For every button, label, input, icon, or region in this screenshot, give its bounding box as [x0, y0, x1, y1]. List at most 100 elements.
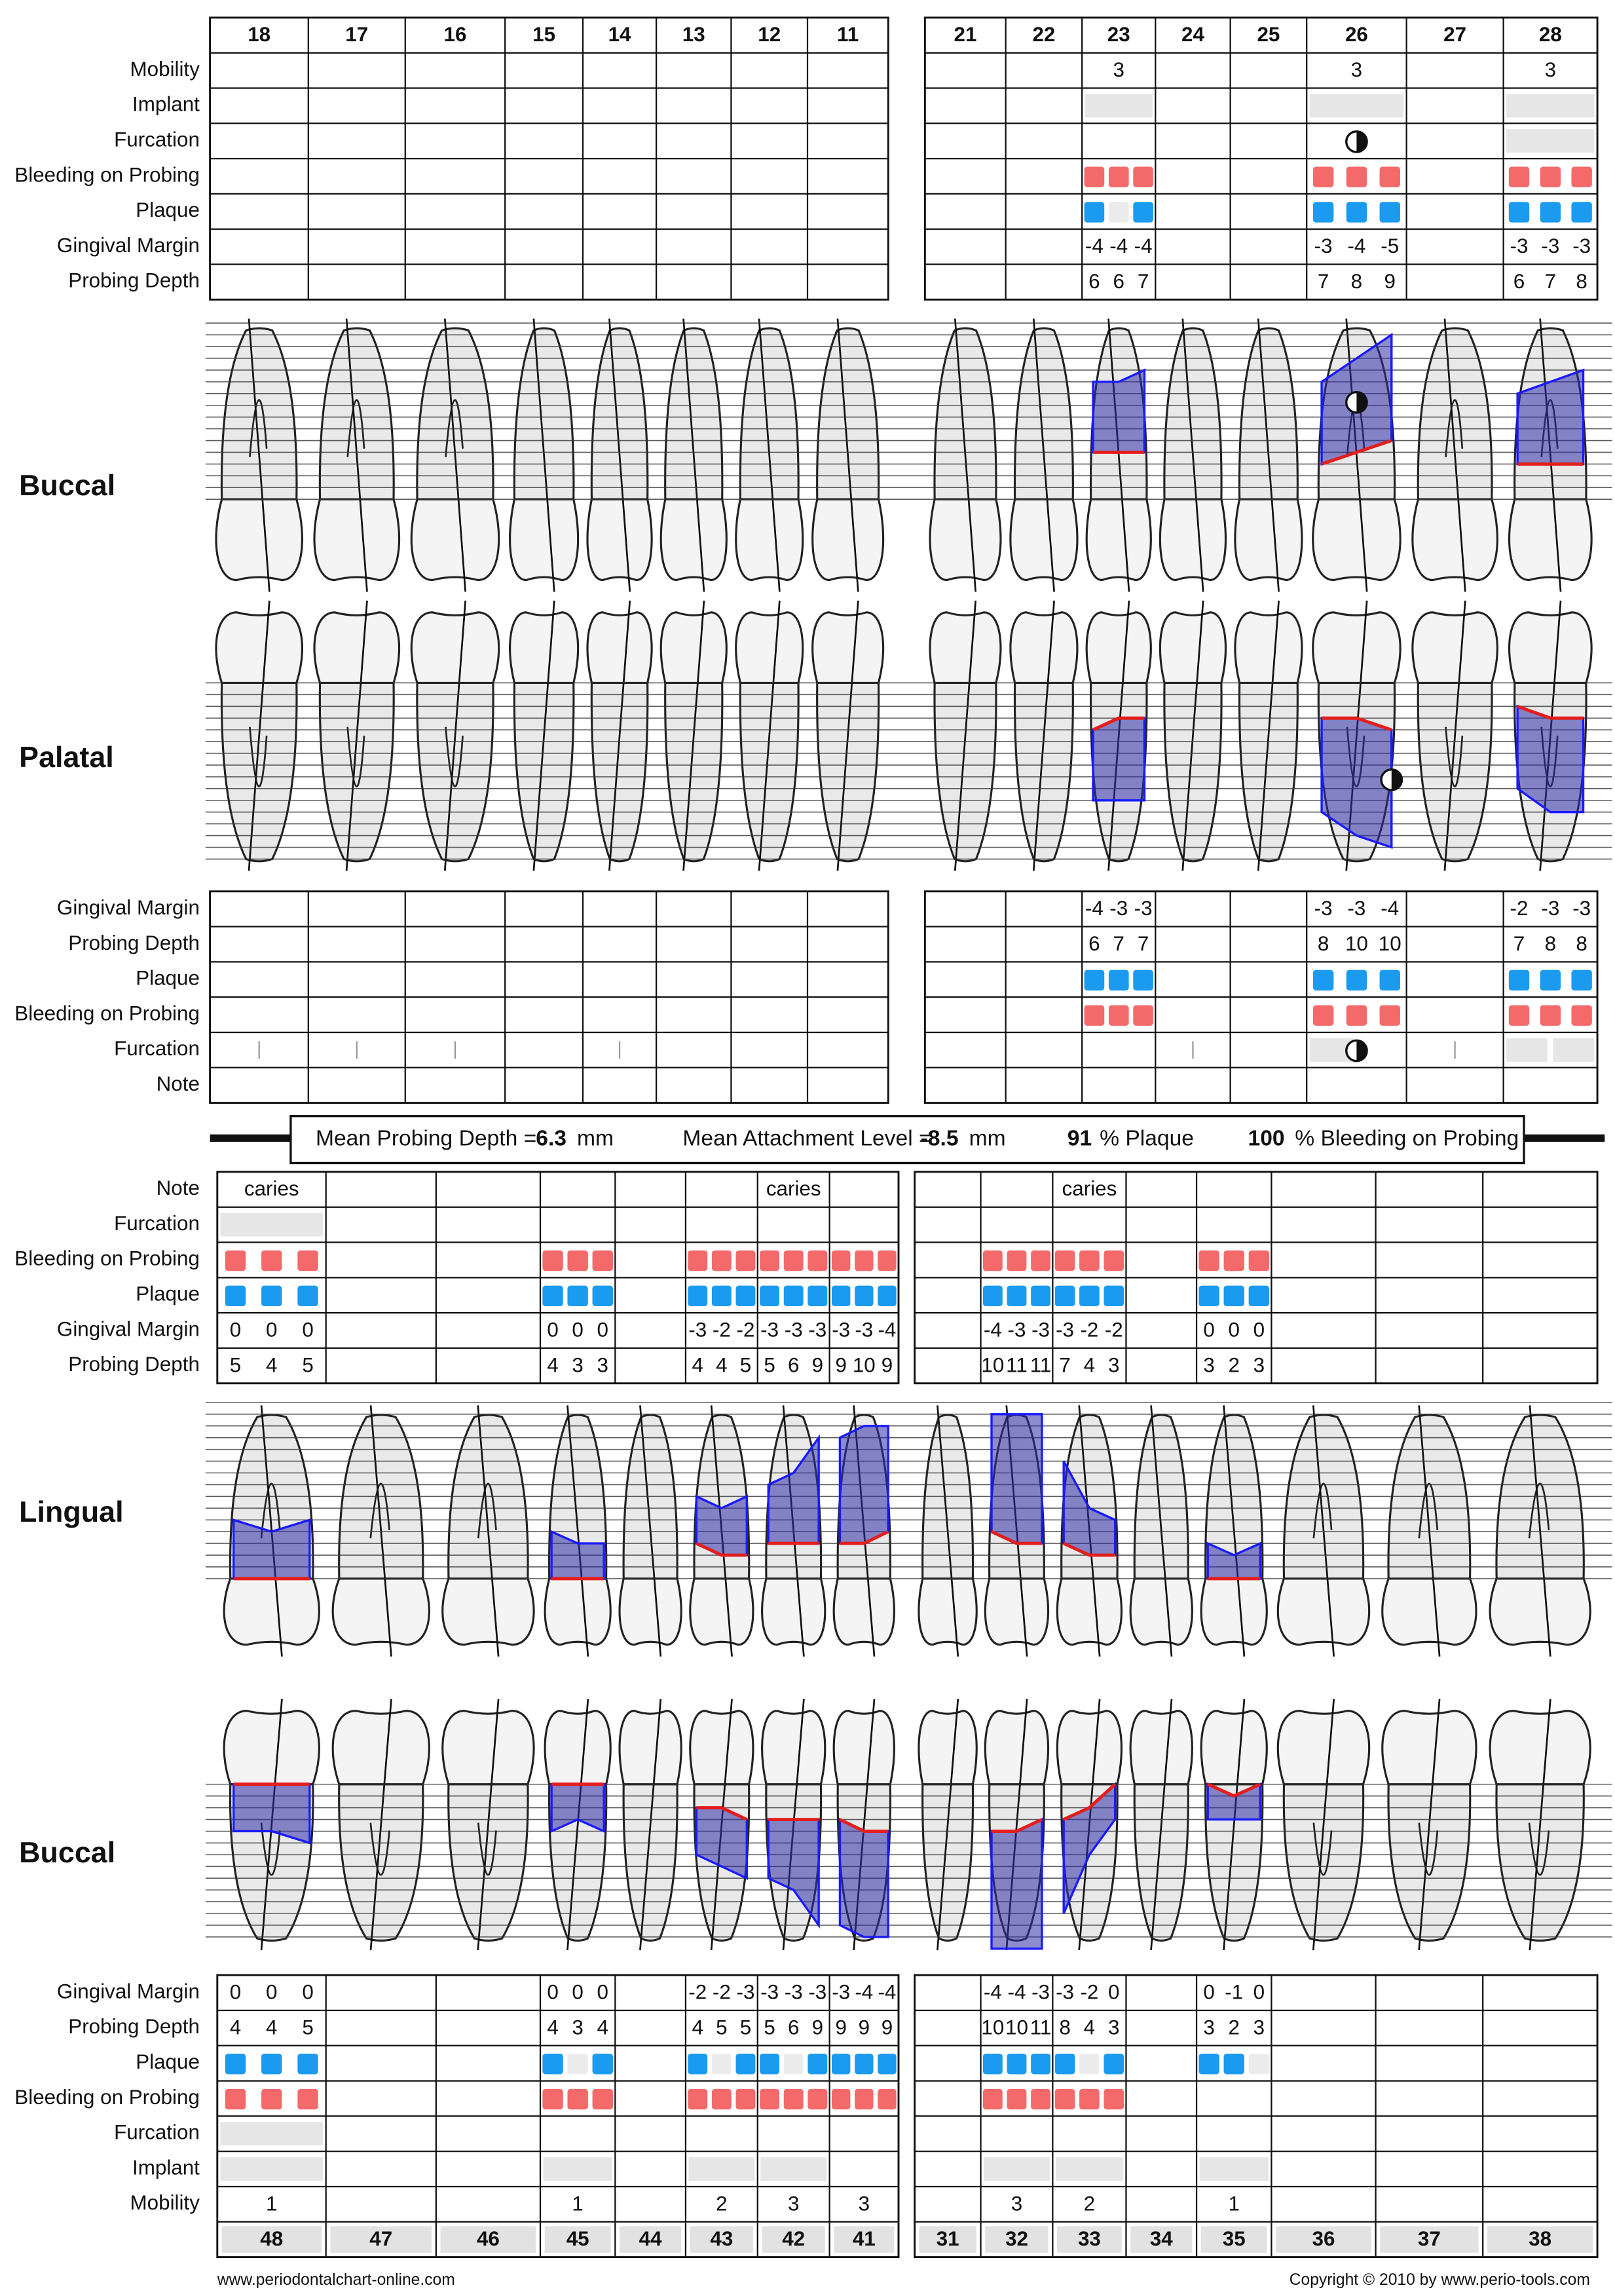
gingival-margin — [1063, 1782, 1117, 1821]
gm-value: -4 — [1134, 235, 1153, 257]
gm-value: -2 — [1510, 897, 1529, 920]
plaque-site — [1031, 1285, 1051, 1307]
pd-value: 10 — [1005, 2016, 1028, 2039]
pd-value: 6 — [1113, 270, 1124, 293]
note-value: caries — [244, 1177, 299, 1200]
tooth-number: 38 — [1529, 2227, 1551, 2250]
tooth-number: 43 — [710, 2227, 733, 2250]
gm-value: 0 — [230, 1318, 241, 1341]
input-box — [1055, 2157, 1123, 2181]
mobility-value: 1 — [266, 2192, 277, 2215]
bleeding-site — [855, 1250, 874, 1271]
tooth-number: 17 — [345, 23, 368, 46]
pd-value: 7 — [1138, 270, 1149, 293]
header-cell — [690, 2226, 754, 2253]
gm-value: -3 — [1541, 897, 1559, 920]
plaque-site — [855, 1285, 874, 1307]
pd-value: 5 — [740, 1353, 751, 1376]
bleeding-site — [225, 1250, 246, 1271]
bleeding-site — [1079, 1250, 1100, 1271]
bleeding-site — [1007, 2088, 1027, 2110]
root-split — [260, 1822, 281, 1876]
pd-value: 5 — [716, 2016, 727, 2039]
plaque-site — [1133, 969, 1153, 991]
gm-value: -4 — [984, 1980, 1002, 2003]
root-split — [1445, 726, 1464, 787]
tooth-crown — [659, 498, 728, 582]
plaque-site — [1571, 202, 1592, 223]
gm-value: -3 — [760, 1980, 779, 2003]
tooth-crown — [1159, 611, 1227, 684]
row-label: Furcation — [114, 2121, 200, 2144]
bleeding-site — [567, 2088, 588, 2110]
bleeding-site — [688, 1250, 708, 1271]
gm-value: 0 — [1253, 1980, 1265, 2003]
summary-label: Mean Probing Depth = — [316, 1126, 536, 1150]
tooth-crown — [1056, 1577, 1123, 1646]
pd-value: 7 — [1318, 270, 1329, 293]
bleeding-site — [1571, 1005, 1592, 1026]
tooth-number: 13 — [682, 23, 705, 46]
input-box — [688, 2157, 755, 2181]
tooth-axis — [758, 600, 781, 871]
pd-value: 3 — [597, 1353, 608, 1376]
tooth-axis — [345, 318, 368, 592]
row-label: Furcation — [114, 128, 200, 151]
tooth-axis — [608, 600, 631, 871]
root-split — [1418, 1482, 1439, 1539]
tooth-root — [739, 681, 800, 863]
summary-value: 91 — [1067, 1126, 1092, 1150]
root-split — [1528, 1822, 1550, 1876]
tooth-number: 45 — [566, 2227, 589, 2250]
surface-label: Buccal — [19, 1835, 115, 1869]
bleeding-site — [855, 2088, 874, 2110]
bleeding-site — [1007, 1250, 1027, 1271]
plaque-site — [225, 1285, 246, 1307]
header-cell — [1276, 2226, 1371, 2253]
plaque-site — [982, 2054, 1003, 2075]
root-split — [346, 726, 365, 787]
input-box — [543, 2157, 612, 2181]
tooth-crown — [735, 498, 804, 582]
plaque-site — [1379, 202, 1400, 223]
pd-value: 3 — [1253, 2016, 1265, 2039]
gm-value: -2 — [1080, 1980, 1098, 2003]
row-label: Gingival Margin — [57, 896, 200, 919]
tooth-axis — [1181, 600, 1204, 871]
root-split — [1445, 399, 1464, 457]
tooth-number: 22 — [1032, 23, 1055, 46]
bleeding-site — [1084, 166, 1105, 187]
input-box — [760, 2157, 827, 2181]
header-cell — [985, 2226, 1049, 2253]
tooth-crown — [544, 1710, 612, 1786]
plaque-site — [1108, 202, 1129, 223]
tooth-crown — [1085, 611, 1152, 684]
plaque-site — [1223, 2054, 1244, 2075]
tooth-root — [1163, 327, 1223, 500]
pocket — [1092, 717, 1146, 802]
gm-value: -4 — [1085, 235, 1104, 257]
tooth-axis — [1529, 1405, 1551, 1657]
gm-value: -3 — [1134, 897, 1153, 920]
tooth-axis — [836, 318, 859, 592]
tooth-number: 25 — [1257, 23, 1280, 46]
bleeding-site — [261, 1250, 282, 1271]
pd-value: 9 — [812, 1353, 823, 1376]
mobility-value: 2 — [1084, 2192, 1095, 2215]
bleeding-site — [982, 1250, 1003, 1271]
bleeding-site — [225, 2088, 246, 2110]
pd-value: 11 — [1030, 1353, 1052, 1376]
gingival-margin — [990, 1530, 1042, 1545]
row-label: Bleeding on Probing — [14, 2086, 200, 2109]
gm-value: 0 — [266, 1318, 277, 1341]
tooth-crown — [1159, 498, 1227, 582]
pd-value: 5 — [740, 2016, 751, 2039]
root-split — [1312, 1482, 1333, 1539]
pocket — [1516, 704, 1585, 814]
plaque-site — [1133, 202, 1153, 223]
gm-value: -3 — [760, 1318, 779, 1341]
bleeding-site — [982, 2088, 1003, 2110]
gm-value: 0 — [302, 1980, 313, 2003]
tooth-crown — [659, 611, 728, 684]
